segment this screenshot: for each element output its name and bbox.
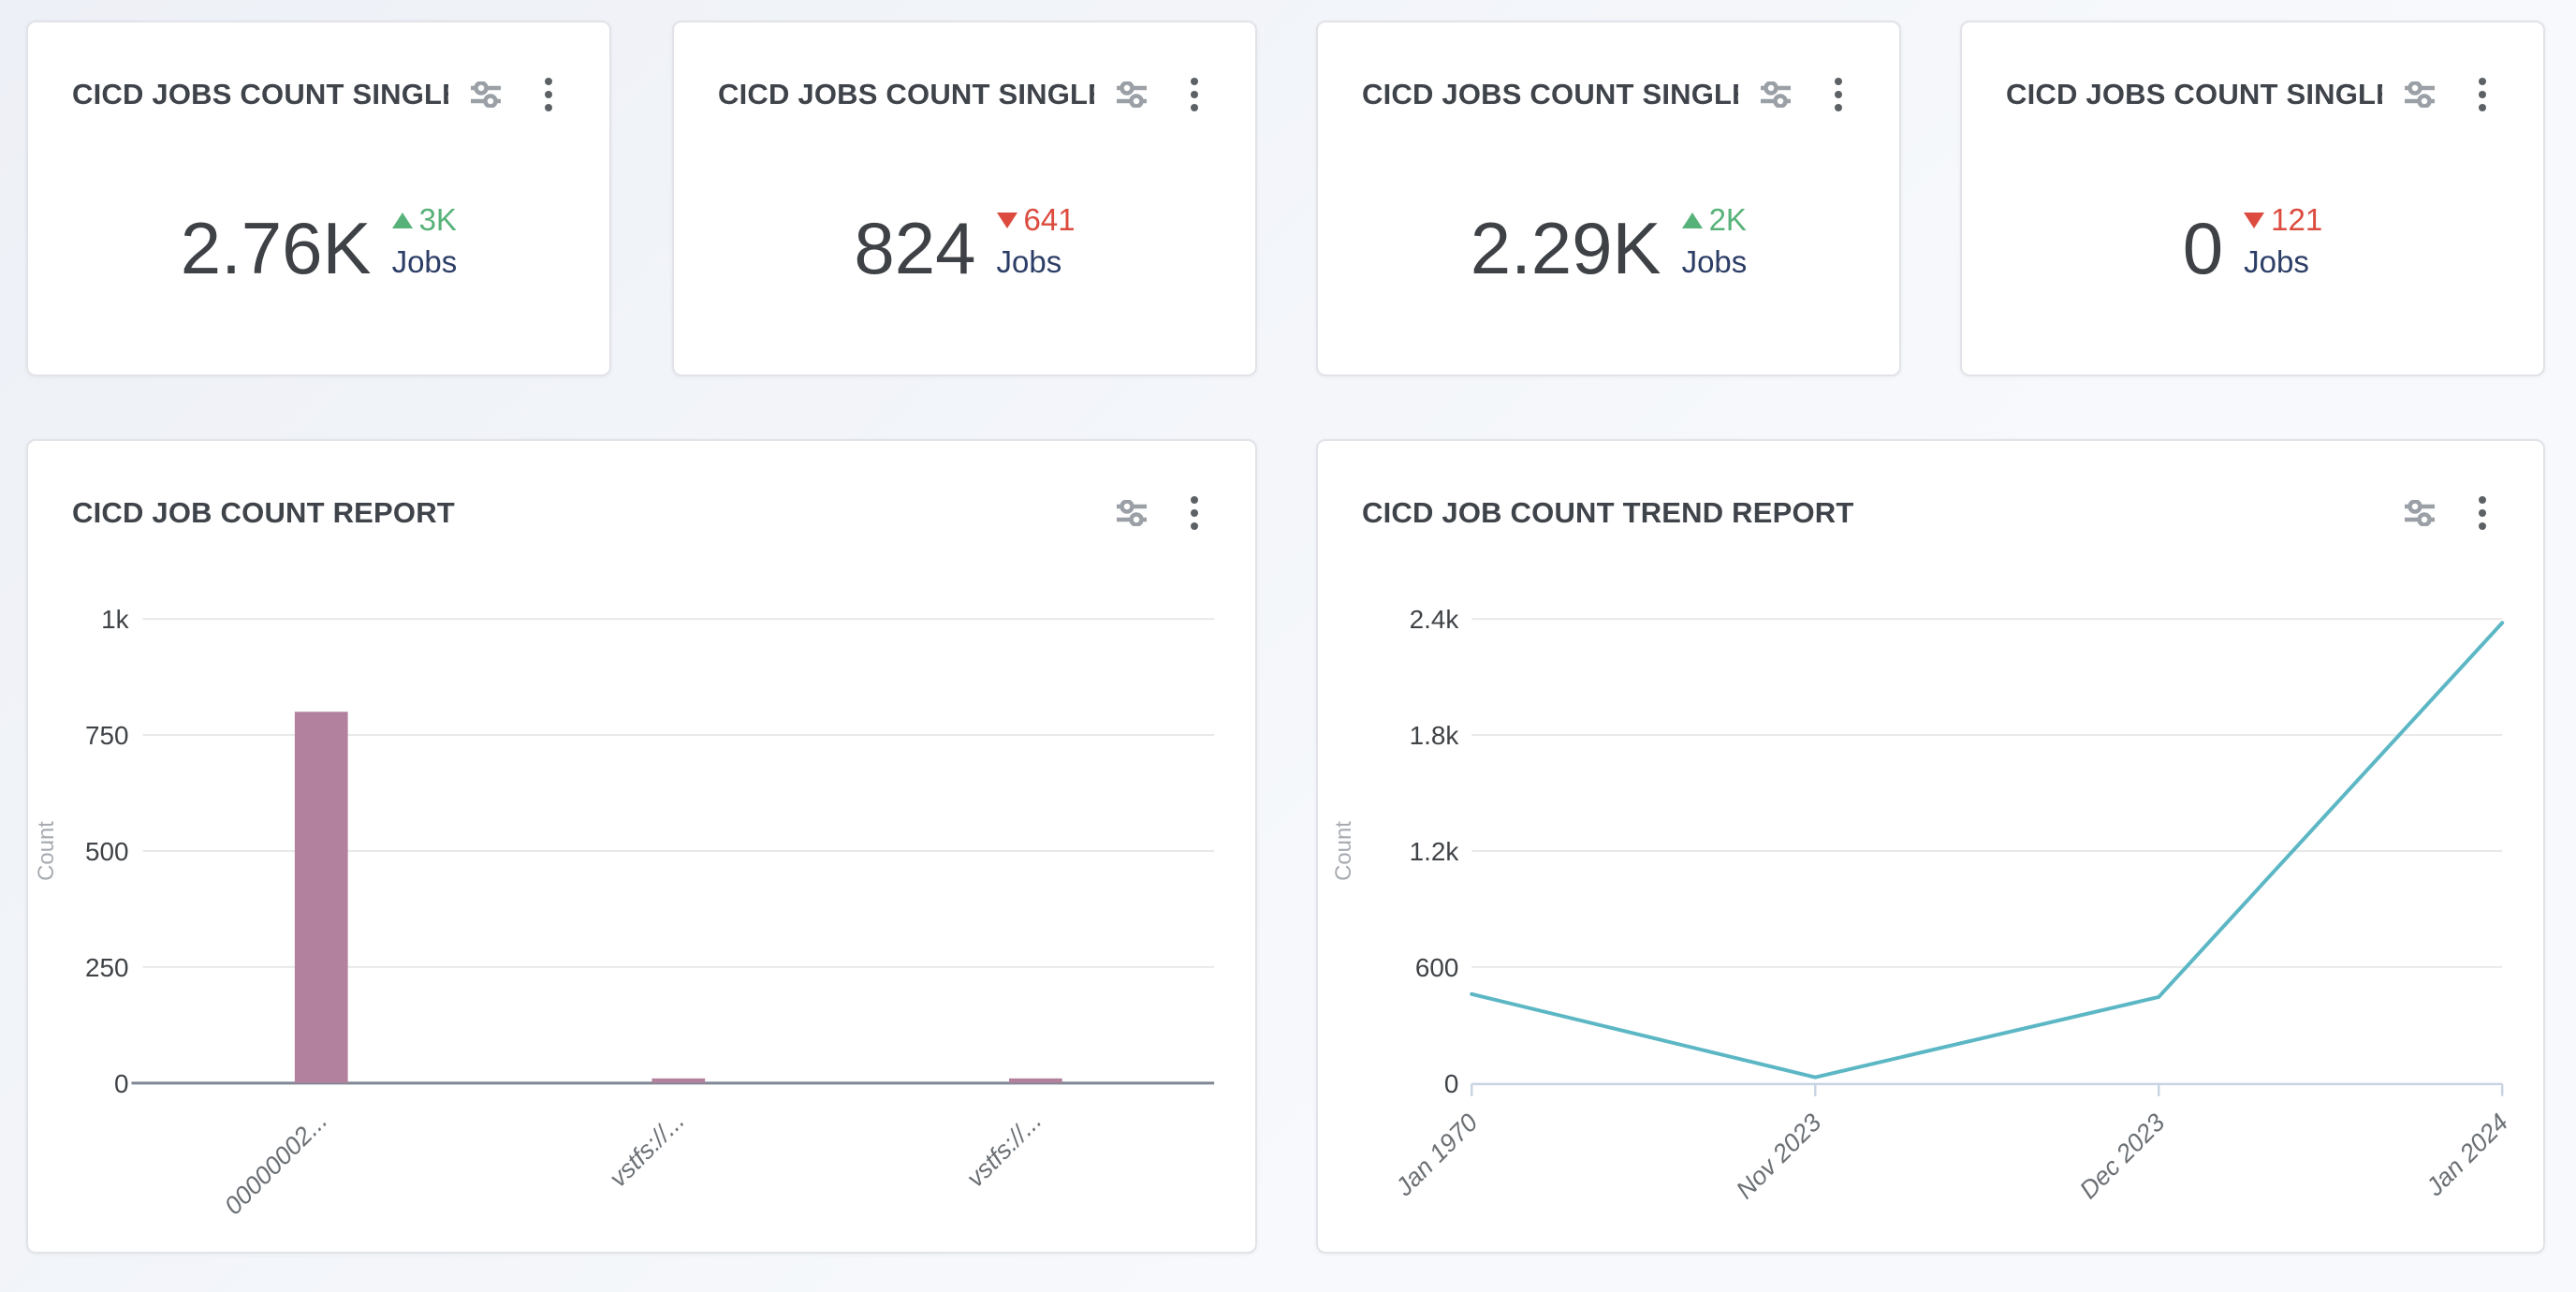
filter-settings-icon[interactable]	[2405, 500, 2435, 526]
kpi-card-jobs-count-2: CICD JOBS COUNT SINGLE S... 824 641 Jobs	[672, 21, 1257, 376]
card-title: CICD JOBS COUNT SINGLE S...	[72, 78, 448, 110]
kpi-body: 2.29K 2K Jobs	[1318, 202, 1899, 289]
y-tick-label: 1k	[101, 605, 128, 634]
bar-chart: 0 250 500 750 1k Count 00000002... vstfs://... v…	[34, 605, 1215, 1221]
y-tick-label: 600	[1415, 953, 1458, 982]
delta-arrow-icon	[391, 212, 413, 228]
y-axis-title: Count	[34, 821, 59, 881]
kpi-value: 2.76K	[180, 207, 372, 289]
card-header: CICD JOBS COUNT SINGLE S...	[72, 74, 555, 115]
more-options-icon[interactable]	[2476, 495, 2489, 531]
delta-arrow-icon	[1681, 212, 1703, 228]
more-options-icon[interactable]	[542, 77, 555, 112]
y-tick-label: 1.8k	[1410, 721, 1459, 750]
bar-chart-card: 0 250 500 750 1k Count 00000002... vstfs://... v…	[26, 439, 1257, 1254]
kpi-delta: 2K	[1681, 202, 1748, 238]
kpi-value: 0	[2182, 207, 2224, 289]
kpi-unit-label: Jobs	[996, 244, 1062, 279]
delta-value: 2K	[1708, 202, 1747, 237]
x-category-label: vstfs://...	[961, 1107, 1047, 1193]
card-header: CICD JOB COUNT TREND REPORT	[1362, 492, 2489, 534]
kpi-delta-block: 2K Jobs	[1681, 202, 1748, 280]
kpi-card-jobs-count-3: CICD JOBS COUNT SINGLE S... 2.29K 2K Job…	[1316, 21, 1901, 376]
kpi-delta: 641	[996, 202, 1076, 238]
filter-settings-icon[interactable]	[1117, 81, 1147, 108]
card-title: CICD JOBS COUNT SINGLE S...	[718, 78, 1094, 110]
kpi-unit-label: Jobs	[391, 244, 458, 279]
kpi-card-jobs-count-4: CICD JOBS COUNT SINGLE S... 0 121 Jobs	[1960, 21, 2545, 376]
card-title: CICD JOBS COUNT SINGLE S...	[1362, 78, 1738, 110]
card-header: CICD JOBS COUNT SINGLE S...	[1362, 74, 1845, 115]
trend-line	[1470, 621, 2505, 1079]
card-title: CICD JOB COUNT REPORT	[72, 496, 455, 529]
kpi-delta: 3K	[391, 202, 458, 238]
filter-settings-icon[interactable]	[1117, 500, 1147, 526]
y-tick-label: 500	[85, 837, 128, 866]
x-category-label: 00000002...	[219, 1107, 333, 1221]
line-chart: 0 600 1.2k 1.8k 2.4k Count Jan 1970 Nov 2023 Dec…	[1331, 605, 2514, 1205]
kpi-unit-label: Jobs	[2244, 244, 2309, 279]
kpi-card-jobs-count-1: CICD JOBS COUNT SINGLE S... 2.76K 3K Job…	[26, 21, 611, 376]
x-category-label: Jan 1970	[1389, 1108, 1483, 1202]
bar	[294, 712, 348, 1083]
kpi-value: 824	[854, 207, 976, 289]
card-header: CICD JOB COUNT REPORT	[72, 492, 1201, 534]
delta-arrow-icon	[2244, 212, 2265, 228]
card-title: CICD JOB COUNT TREND REPORT	[1362, 496, 1854, 529]
kpi-body: 824 641 Jobs	[674, 202, 1255, 289]
kpi-body: 2.76K 3K Jobs	[28, 202, 609, 289]
card-header: CICD JOBS COUNT SINGLE S...	[718, 74, 1201, 115]
filter-settings-icon[interactable]	[1761, 81, 1791, 108]
y-tick-label: 1.2k	[1410, 837, 1459, 866]
y-tick-label: 2.4k	[1410, 605, 1459, 634]
kpi-body: 0 121 Jobs	[1962, 202, 2543, 289]
delta-value: 641	[1023, 202, 1076, 237]
x-category-label: Dec 2023	[2074, 1108, 2171, 1205]
filter-settings-icon[interactable]	[2405, 81, 2435, 108]
more-options-icon[interactable]	[1188, 77, 1201, 112]
kpi-delta-block: 121 Jobs	[2244, 202, 2322, 280]
y-tick-label: 250	[85, 953, 128, 982]
bar	[651, 1078, 706, 1083]
kpi-delta-block: 3K Jobs	[391, 202, 458, 280]
delta-value: 121	[2271, 202, 2323, 237]
x-category-label: Jan 2024	[2420, 1108, 2513, 1202]
bar	[1009, 1078, 1062, 1083]
x-category-label: Nov 2023	[1731, 1108, 1827, 1205]
y-tick-label: 750	[85, 721, 128, 750]
y-tick-label: 0	[1444, 1069, 1459, 1098]
delta-value: 3K	[418, 202, 457, 237]
kpi-value: 2.29K	[1470, 207, 1661, 289]
x-category-label: vstfs://...	[604, 1107, 690, 1193]
more-options-icon[interactable]	[2476, 77, 2489, 112]
card-header: CICD JOBS COUNT SINGLE S...	[2006, 74, 2489, 115]
more-options-icon[interactable]	[1188, 495, 1201, 531]
y-axis-title: Count	[1331, 821, 1356, 881]
filter-settings-icon[interactable]	[471, 81, 501, 108]
delta-arrow-icon	[996, 212, 1017, 228]
line-chart-card: 0 600 1.2k 1.8k 2.4k Count Jan 1970 Nov 2023 Dec…	[1316, 439, 2545, 1254]
more-options-icon[interactable]	[1832, 77, 1845, 112]
kpi-unit-label: Jobs	[1681, 244, 1748, 279]
kpi-delta: 121	[2244, 202, 2322, 238]
card-title: CICD JOBS COUNT SINGLE S...	[2006, 78, 2382, 110]
kpi-delta-block: 641 Jobs	[996, 202, 1076, 280]
y-tick-label: 0	[114, 1069, 129, 1098]
